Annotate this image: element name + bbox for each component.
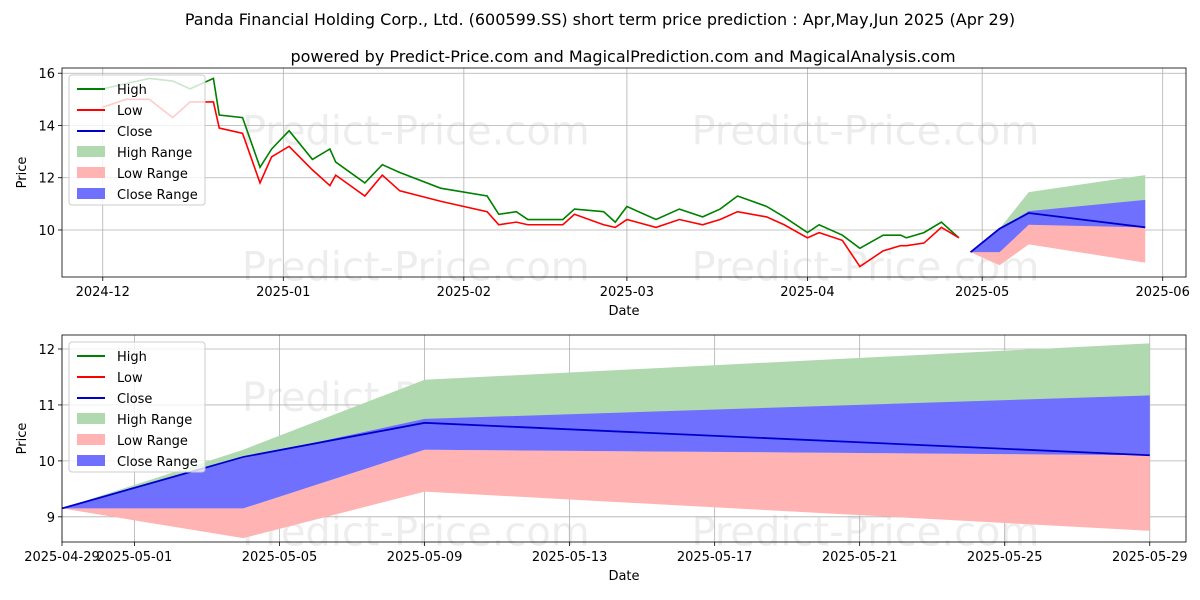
x-tick-label: 2025-06: [1136, 285, 1190, 300]
close-range-area: [970, 199, 1146, 253]
legend-label: High Range: [117, 413, 192, 428]
low-line: [102, 98, 960, 268]
watermark-text: Predict-Price.com: [691, 109, 1039, 155]
legend-label: High Range: [117, 146, 192, 161]
close-line: [62, 421, 1150, 510]
legend-label: High: [117, 350, 147, 365]
legend-swatch: [77, 434, 105, 445]
plot-area: [62, 343, 1150, 539]
x-tick-label: 2025-05-01: [97, 550, 173, 565]
axes-frame: [61, 67, 1187, 278]
plot-area: [102, 77, 1146, 268]
legend-label: Close Range: [117, 188, 198, 203]
legend-swatch: [77, 455, 105, 466]
legend-swatch: [77, 167, 105, 178]
x-axis-label: Date: [608, 569, 639, 584]
legend-swatch: [77, 188, 105, 199]
y-tick-label: 14: [38, 119, 55, 134]
legend-label: Low Range: [117, 167, 188, 182]
y-tick-label: 11: [38, 399, 55, 414]
legend-swatch: [77, 146, 105, 157]
close-forecast-line: [969, 212, 1146, 253]
watermark-text: Predict-Price.com: [242, 245, 590, 291]
high-range-area: [62, 343, 1150, 509]
x-tick-label: 2025-05-09: [387, 550, 463, 565]
y-tick-label: 10: [38, 455, 55, 470]
y-tick-label: 12: [38, 172, 55, 187]
x-tick-label: 2025-05-25: [967, 550, 1043, 565]
legend-label: Low: [117, 104, 143, 119]
legend-swatch: [77, 413, 105, 424]
chart-subtitle: powered by Predict-Price.com and Magical…: [290, 47, 955, 66]
watermark-text: Predict-Price.com: [242, 109, 590, 155]
x-tick-label: 2025-01: [256, 285, 310, 300]
x-tick-label: 2025-04-29: [24, 550, 100, 565]
y-tick-label: 16: [38, 67, 55, 82]
axes-frame: [61, 334, 1187, 543]
chart-title: Panda Financial Holding Corp., Ltd. (600…: [185, 10, 1015, 29]
y-axis-label: Price: [15, 423, 30, 455]
history-panel: Predict-Price.com Predict-Price.com Predic…: [15, 67, 1190, 319]
x-tick-label: 2025-05-05: [242, 550, 318, 565]
legend-label: Low Range: [117, 434, 188, 449]
low-range-area: [62, 449, 1150, 539]
close-range-area: [62, 395, 1150, 509]
forecast-panel: Predict-Price.comPredict-Price.comPredic…: [15, 334, 1188, 584]
x-tick-label: 2025-05-17: [677, 550, 753, 565]
x-tick-label: 2025-05-29: [1112, 550, 1188, 565]
x-tick-label: 2025-05-13: [532, 550, 608, 565]
legend-label: Low: [117, 371, 143, 386]
high-line: [102, 77, 960, 250]
legend-label: Close: [117, 125, 152, 140]
x-tick-label: 2025-05: [955, 285, 1009, 300]
x-tick-label: 2024-12: [76, 285, 130, 300]
y-axis-label: Price: [15, 157, 30, 189]
y-tick-label: 9: [47, 511, 55, 526]
y-tick-label: 12: [38, 343, 55, 358]
x-tick-label: 2025-04: [780, 285, 834, 300]
legend-label: High: [117, 83, 147, 98]
y-tick-label: 10: [38, 224, 55, 239]
legend-label: Close: [117, 392, 152, 407]
legend-label: Close Range: [117, 455, 198, 470]
x-tick-label: 2025-02: [437, 285, 491, 300]
x-tick-label: 2025-05-21: [822, 550, 898, 565]
x-tick-label: 2025-03: [600, 285, 654, 300]
x-axis-label: Date: [608, 304, 639, 319]
